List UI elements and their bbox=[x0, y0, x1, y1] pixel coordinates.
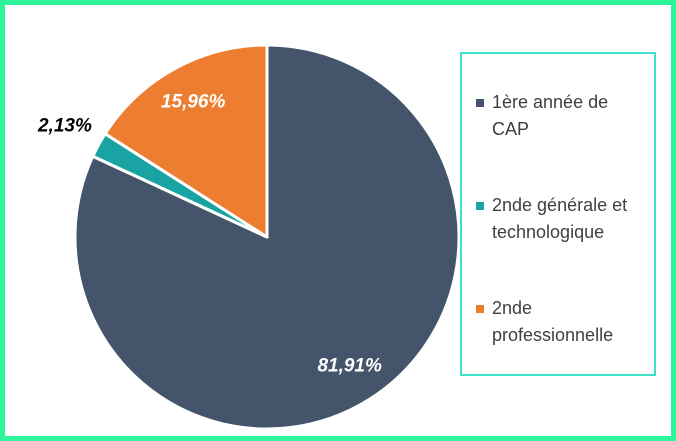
legend-swatch bbox=[476, 202, 484, 210]
data-label: 81,91% bbox=[317, 355, 382, 376]
data-label: 2,13% bbox=[37, 115, 92, 136]
legend-item: 2nde professionnelle bbox=[476, 295, 652, 349]
legend-label: 2nde générale et technologique bbox=[492, 195, 628, 242]
pie-area: 81,91% 2,13% 15,96% bbox=[37, 43, 461, 431]
pie-slice bbox=[103, 43, 269, 239]
legend-label: 1ère année de CAP bbox=[492, 92, 609, 139]
legend-swatch bbox=[476, 99, 484, 107]
data-label: 15,96% bbox=[161, 91, 226, 112]
legend: 1ère année de CAP 2nde générale et techno… bbox=[460, 52, 656, 376]
legend-swatch bbox=[476, 305, 484, 313]
legend-label: 2nde professionnelle bbox=[492, 298, 614, 345]
legend-item: 2nde générale et technologique bbox=[476, 192, 652, 246]
legend-item: 1ère année de CAP bbox=[476, 89, 652, 143]
